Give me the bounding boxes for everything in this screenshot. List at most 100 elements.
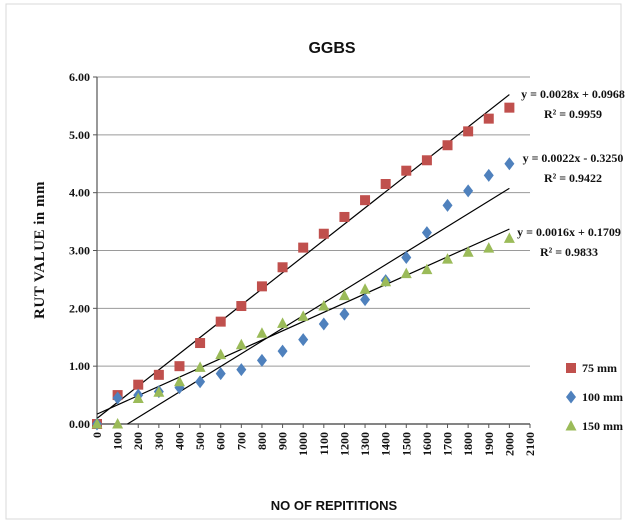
trendline-0 <box>96 94 510 419</box>
x-tick-label: 1200 <box>337 432 351 456</box>
data-point <box>318 228 329 239</box>
data-point <box>298 242 309 253</box>
x-tick-label: 1400 <box>379 432 393 456</box>
x-tick-label: 1300 <box>358 432 372 456</box>
data-point <box>235 338 247 350</box>
trendline-r-squared: R² = 0.9833 <box>540 245 598 259</box>
legend-label: 75 mm <box>582 361 617 375</box>
axes <box>93 76 531 428</box>
data-point <box>256 281 267 292</box>
y-tick-label: 0.00 <box>69 417 90 431</box>
data-point <box>236 363 247 377</box>
data-point <box>112 391 123 405</box>
x-tick-label: 800 <box>255 432 269 450</box>
data-point <box>504 157 515 171</box>
x-tick-label: 0 <box>90 432 104 438</box>
data-point <box>338 289 350 301</box>
data-point <box>133 379 144 390</box>
data-point <box>400 267 412 279</box>
data-point <box>173 375 185 387</box>
data-point <box>91 418 103 429</box>
data-point <box>380 275 392 287</box>
x-tick-label: 2000 <box>502 432 516 456</box>
y-tick-label: 6.00 <box>69 70 90 84</box>
data-point <box>401 165 412 176</box>
data-point <box>153 369 164 380</box>
x-axis-label: NO OF REPITITIONS <box>271 498 398 513</box>
data-point <box>483 168 494 182</box>
trendline-r-squared: R² = 0.9422 <box>544 171 602 185</box>
y-axis-label: RUT VALUE in mm <box>32 181 48 319</box>
data-point <box>153 386 165 397</box>
data-point <box>132 392 144 404</box>
data-point <box>215 367 226 381</box>
trendlines <box>96 94 510 425</box>
legend-label: 150 mm <box>582 419 623 433</box>
x-tick-label: 1000 <box>296 432 310 456</box>
data-point <box>174 361 185 372</box>
data-point <box>194 361 206 372</box>
x-tick-label: 1500 <box>399 432 413 456</box>
x-tick-label: 600 <box>214 432 228 450</box>
trendline-equation: y = 0.0016x + 0.1709 <box>517 225 621 239</box>
data-point <box>318 317 329 331</box>
chart-title: GGBS <box>308 40 355 57</box>
trendline-equations: y = 0.0028x + 0.0968 R² = 0.9959 y = 0.002… <box>517 87 625 259</box>
trendline-equation: y = 0.0028x + 0.0968 <box>521 87 625 101</box>
data-point <box>112 418 124 429</box>
data-point <box>277 317 289 328</box>
data-point <box>442 140 453 151</box>
data-point <box>421 226 432 240</box>
legend-marker <box>565 420 577 431</box>
data-points <box>91 102 515 431</box>
data-point <box>195 375 206 389</box>
data-point <box>339 211 350 222</box>
legend-label: 100 mm <box>582 390 623 404</box>
trendline-1 <box>127 187 510 425</box>
x-tick-label: 1600 <box>420 432 434 456</box>
data-point <box>442 198 453 212</box>
data-point <box>463 126 474 137</box>
legend-marker <box>566 390 576 404</box>
x-tick-label: 500 <box>193 432 207 450</box>
data-point <box>421 155 432 166</box>
trendline-2 <box>96 228 510 415</box>
trendline-equation: y = 0.0022x - 0.3250 <box>523 151 624 165</box>
data-point <box>359 283 371 294</box>
data-point <box>483 113 494 124</box>
data-point <box>277 344 288 358</box>
x-tick-label: 1900 <box>482 432 496 456</box>
data-point <box>195 338 206 349</box>
x-tick-label: 1800 <box>461 432 475 456</box>
x-tick-label: 1100 <box>317 432 331 455</box>
data-point <box>442 253 454 264</box>
data-point <box>462 246 474 257</box>
legend-marker <box>566 363 576 373</box>
data-point <box>298 333 309 347</box>
data-point <box>463 184 474 198</box>
trendline-r-squared: R² = 0.9959 <box>544 107 602 121</box>
tick-labels: 0.00 1.00 2.00 3.00 4.00 5.00 6.00 0 100 200 300 40… <box>69 70 537 456</box>
data-point <box>215 348 227 360</box>
x-tick-label: 300 <box>152 432 166 450</box>
y-tick-label: 4.00 <box>69 186 90 200</box>
data-point <box>503 232 515 243</box>
data-point <box>256 327 268 338</box>
y-tick-label: 1.00 <box>69 359 90 373</box>
data-point <box>483 242 495 253</box>
chart-frame <box>5 3 622 520</box>
x-tick-label: 400 <box>172 432 186 450</box>
x-tick-label: 700 <box>234 432 248 450</box>
x-tick-label: 1700 <box>441 432 455 456</box>
y-tick-label: 5.00 <box>69 128 90 142</box>
data-point <box>277 262 288 273</box>
data-point <box>215 316 226 327</box>
legend: 75 mm 100 mm 150 mm <box>565 361 623 433</box>
x-tick-label: 200 <box>131 432 145 450</box>
x-tick-label: 2100 <box>523 432 537 456</box>
data-point <box>421 263 433 275</box>
x-tick-label: 900 <box>276 432 290 450</box>
data-point <box>360 195 371 206</box>
